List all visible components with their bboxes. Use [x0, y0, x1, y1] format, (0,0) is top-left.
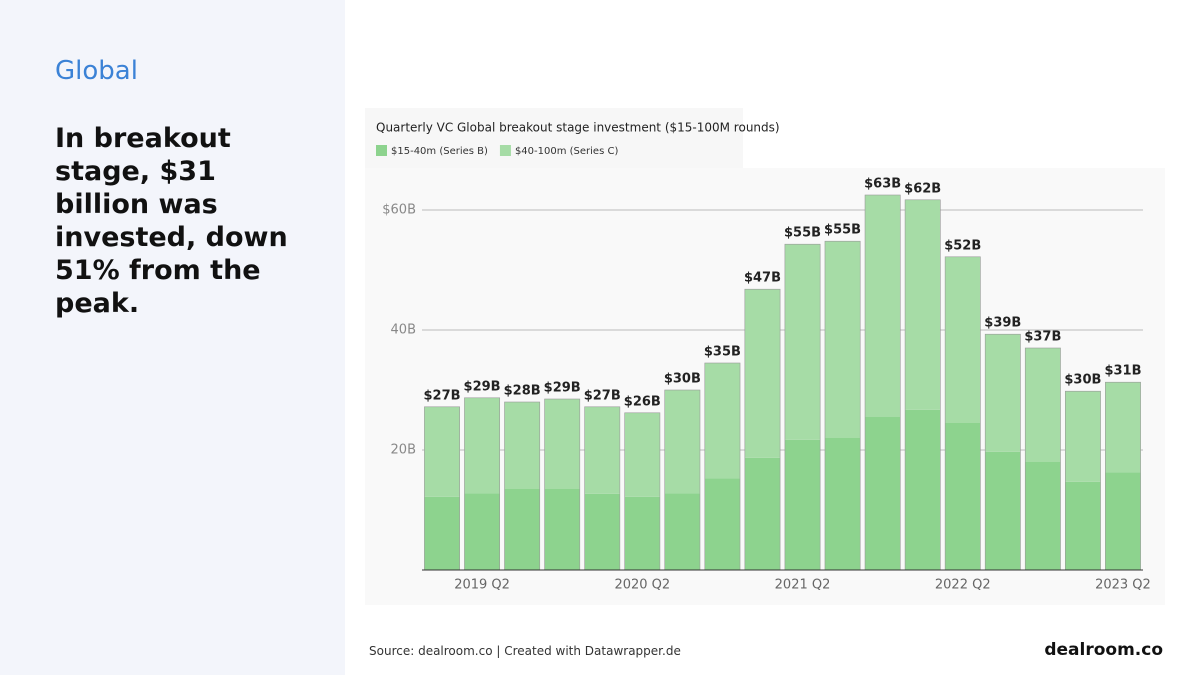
bar-segment	[945, 256, 981, 423]
total-label: $37B	[1024, 330, 1061, 345]
x-tick-label: 2019 Q2	[454, 578, 510, 593]
bar-segment	[464, 397, 500, 494]
bar-segment	[664, 390, 700, 494]
bar-segment	[1105, 472, 1141, 570]
legend-label: $40-100m (Series C)	[515, 146, 619, 157]
bar-segment	[824, 241, 861, 438]
bar-segment	[584, 493, 620, 570]
bar-segment	[744, 457, 781, 570]
bar-segment	[905, 199, 941, 410]
bar-segment	[1065, 481, 1101, 570]
bar-segment	[905, 409, 941, 570]
bar-segment	[704, 363, 741, 479]
bar-segment	[865, 195, 901, 417]
legend-label: $15-40m (Series B)	[391, 146, 488, 157]
side-panel	[0, 0, 345, 675]
bar-segment	[624, 412, 660, 497]
x-tick-label: 2020 Q2	[614, 578, 670, 593]
bar-segment	[1105, 382, 1141, 473]
total-label: $29B	[544, 381, 581, 396]
legend-swatch	[499, 145, 511, 156]
bar-segment	[1025, 462, 1061, 570]
y-tick-label: 20B	[391, 443, 416, 458]
bar-segment	[544, 399, 580, 489]
total-label: $47B	[744, 271, 781, 286]
bar-segment	[424, 406, 460, 497]
bar-segment	[824, 438, 861, 570]
bar-segment	[1025, 348, 1061, 462]
bar-segment	[744, 289, 781, 458]
bar-segment	[584, 406, 620, 494]
total-label: $30B	[1064, 373, 1101, 388]
total-label: $28B	[504, 384, 541, 399]
total-label: $35B	[704, 345, 741, 360]
x-tick-label: 2021 Q2	[775, 578, 831, 593]
brand: dealroom.co	[1044, 640, 1163, 660]
bar-segment	[624, 496, 660, 570]
chart-header-bg	[365, 108, 743, 168]
bar-segment	[945, 423, 981, 570]
total-label: $27B	[584, 388, 621, 403]
y-tick-label: 40B	[391, 323, 416, 338]
bar-segment	[504, 402, 540, 489]
bar-segment	[784, 244, 821, 440]
y-tick-label: $60B	[382, 203, 416, 218]
x-tick-label: 2022 Q2	[935, 578, 991, 593]
total-label: $55B	[824, 223, 861, 238]
total-label: $39B	[984, 316, 1021, 331]
bar-segment	[504, 489, 540, 570]
bar-segment	[985, 451, 1021, 570]
legend-swatch	[376, 145, 387, 156]
region: Global	[55, 56, 138, 86]
headline: In breakout stage, $31 billion was inves…	[55, 123, 288, 319]
bar-segment	[865, 417, 901, 570]
source: Source: dealroom.co | Created with Dataw…	[369, 644, 681, 658]
bar-segment	[985, 334, 1021, 452]
total-label: $55B	[784, 226, 821, 241]
total-label: $30B	[664, 372, 701, 387]
total-label: $62B	[904, 181, 941, 196]
x-tick-label: 2023 Q2	[1095, 578, 1151, 593]
chart-title: Quarterly VC Global breakout stage inves…	[376, 121, 780, 135]
bar-segment	[704, 478, 741, 570]
bar-segment	[784, 439, 821, 570]
total-label: $26B	[624, 394, 661, 409]
total-label: $52B	[944, 238, 981, 253]
total-label: $63B	[864, 177, 901, 192]
bar-segment	[464, 493, 500, 570]
bar-segment	[544, 489, 580, 570]
total-label: $27B	[424, 388, 461, 403]
bar-segment	[1065, 391, 1101, 482]
bar-segment	[424, 496, 460, 570]
total-label: $29B	[464, 379, 501, 394]
total-label: $31B	[1104, 364, 1141, 379]
bar-segment	[664, 493, 700, 570]
